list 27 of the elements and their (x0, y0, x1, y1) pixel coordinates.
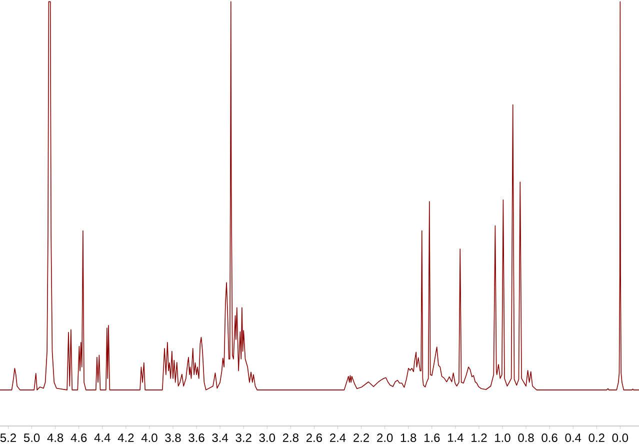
x-tick-label: 1.4 (448, 434, 464, 442)
x-tick-label: 4.6 (70, 434, 87, 442)
x-tick-label: 5.0 (24, 434, 40, 442)
x-tick-label: 2.6 (306, 434, 322, 442)
x-tick-label: 1.6 (424, 434, 440, 442)
x-tick-label: 3.2 (236, 434, 252, 442)
x-tick-label: 4.8 (47, 434, 64, 442)
x-tick-label: 0.6 (542, 434, 558, 442)
x-tick-label: 2.0 (377, 434, 393, 442)
x-tick-label: 3.6 (188, 434, 204, 442)
x-tick-label: 0.2 (588, 434, 604, 442)
x-tick-label: 0.8 (518, 434, 534, 442)
x-tick-label: 3.8 (165, 434, 181, 442)
x-tick-label: 0.4 (565, 434, 582, 442)
x-tick-label: 1.8 (400, 434, 416, 442)
x-tick-label: 0.0 (612, 434, 628, 442)
x-tick-label: 2.2 (354, 434, 370, 442)
x-tick-label: 1.0 (495, 434, 510, 442)
x-tick-label: 4.2 (118, 434, 134, 442)
x-tick-label: 1.2 (472, 434, 487, 442)
x-tick-label: 3.0 (259, 434, 275, 442)
x-tick-label: 2.8 (282, 434, 298, 442)
x-tick-label: 2.4 (330, 434, 346, 442)
x-tick-label: 5.2 (0, 434, 16, 442)
x-tick-label: 4.4 (94, 434, 110, 442)
x-tick-label: 3.4 (212, 434, 228, 442)
x-tick-label: 4.0 (141, 434, 158, 442)
